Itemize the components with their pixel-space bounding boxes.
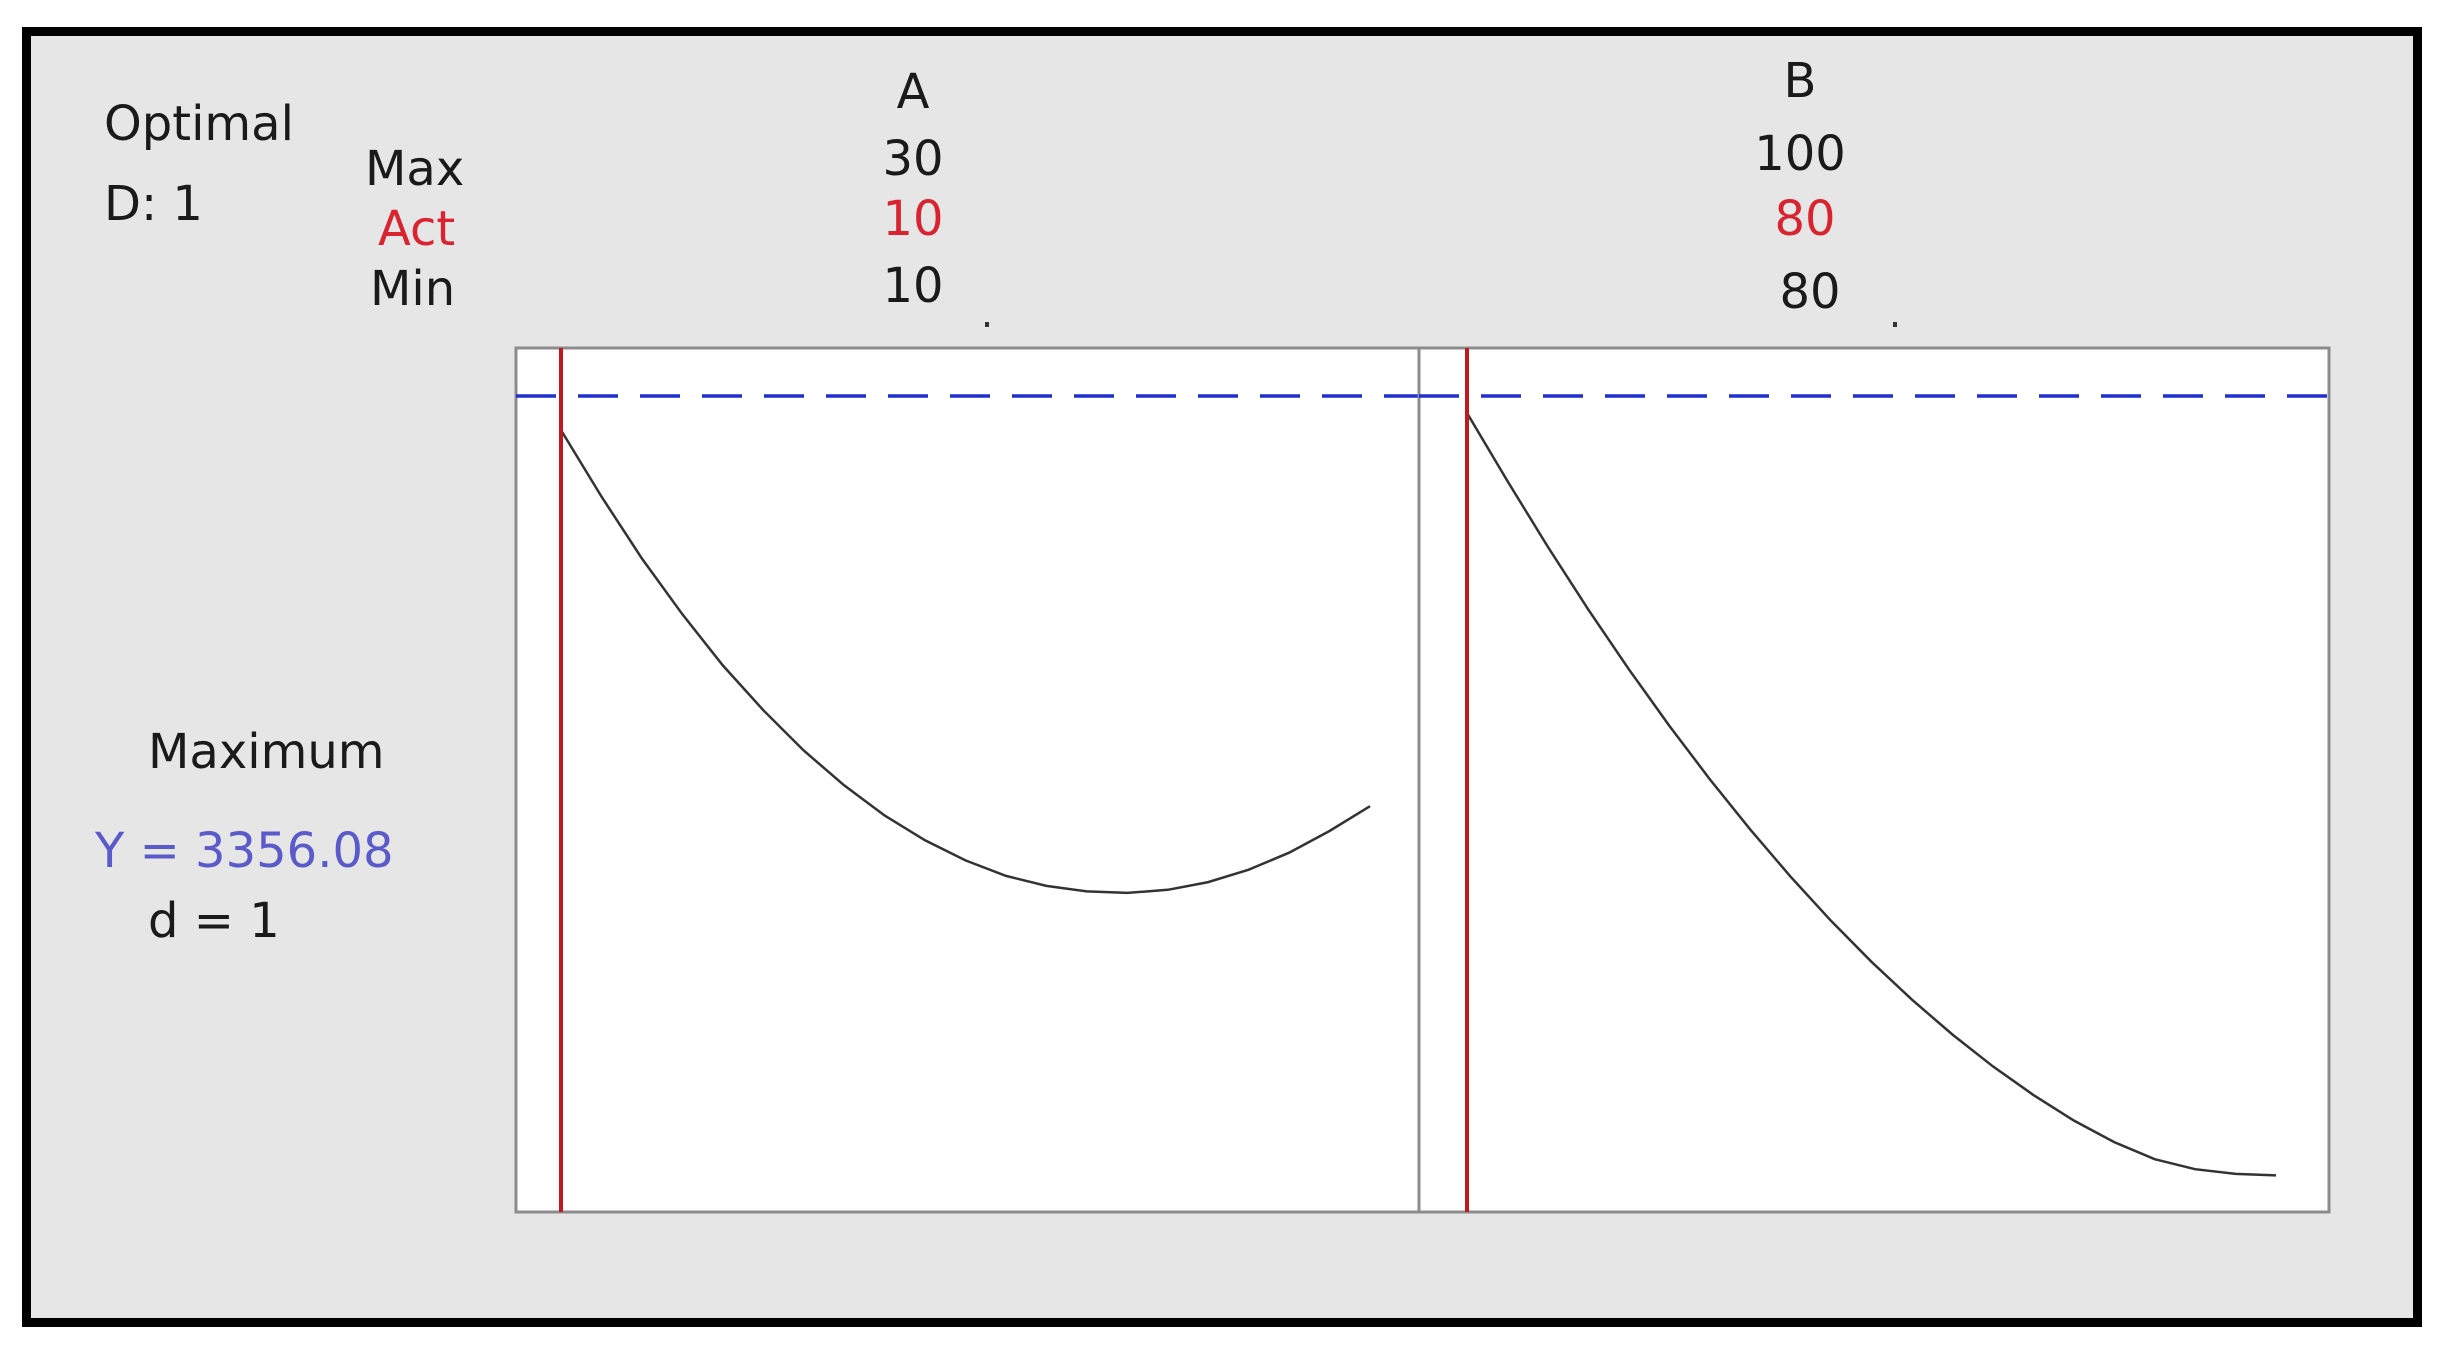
goal-label: Maximum bbox=[148, 724, 385, 780]
desirability-label: D: 1 bbox=[104, 176, 203, 232]
panel-b-background bbox=[1417, 346, 2331, 1214]
factor-a-min: 10 bbox=[882, 258, 944, 314]
factor-b-min: 80 bbox=[1779, 264, 1841, 320]
panel-a-response-curve bbox=[559, 429, 1371, 895]
factor-a-max: 30 bbox=[882, 131, 944, 187]
row-label-act: Act bbox=[378, 201, 456, 257]
factor-b-name: B bbox=[1783, 53, 1817, 109]
y-value-label: Y = 3356.08 bbox=[95, 823, 394, 879]
panel-a-tick-mark bbox=[985, 322, 989, 327]
panel-b-response-curve bbox=[1465, 412, 2277, 1177]
factor-a-name: A bbox=[896, 64, 930, 120]
factor-a-act: 10 bbox=[882, 191, 944, 247]
factor-b-max: 100 bbox=[1754, 126, 1846, 182]
optimal-label: Optimal bbox=[104, 96, 294, 152]
d-value-label: d = 1 bbox=[148, 893, 280, 949]
panel-a-background bbox=[514, 346, 1421, 1214]
row-label-min: Min bbox=[370, 261, 456, 317]
row-label-max: Max bbox=[365, 141, 465, 197]
panel-b-tick-mark bbox=[1893, 322, 1897, 327]
factor-b-act: 80 bbox=[1774, 191, 1836, 247]
